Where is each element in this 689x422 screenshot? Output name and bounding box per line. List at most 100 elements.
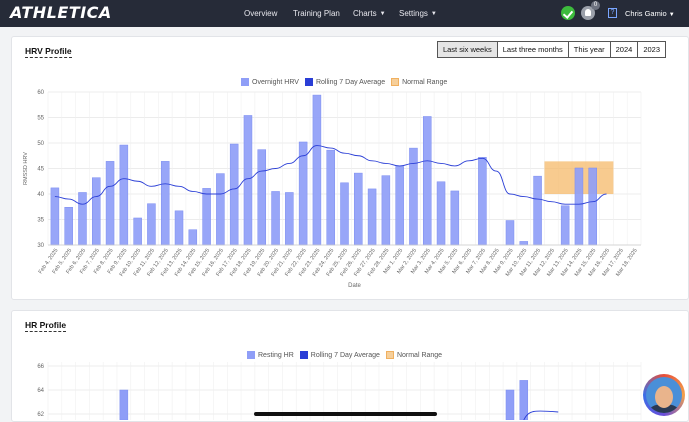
legend-item-overnight-hrv[interactable]: Overnight HRV	[241, 78, 299, 86]
legend-label: Normal Range	[402, 78, 448, 86]
legend-item-normal-range[interactable]: Normal Range	[391, 78, 447, 86]
hrv-bar	[367, 188, 377, 246]
legend-label: Rolling 7 Day Average	[310, 351, 380, 359]
range-button-last-six-weeks[interactable]: Last six weeks	[436, 41, 498, 58]
chevron-down-icon: ▼	[379, 10, 386, 17]
help-icon[interactable]: ?	[608, 8, 617, 18]
hrv-bar	[216, 173, 225, 246]
hrv-bar	[450, 190, 460, 246]
y-tick-label: 60	[37, 90, 44, 96]
user-menu[interactable]: Chris Gamio ▼	[625, 9, 675, 18]
x-axis-label: Date	[348, 283, 361, 289]
user-name: Chris Gamio	[625, 9, 667, 18]
floating-avatar[interactable]	[643, 374, 685, 416]
hrv-bar	[119, 144, 129, 246]
notification-count-badge: 0	[591, 1, 600, 10]
hrv-bar	[105, 161, 115, 246]
nav-overview[interactable]: Overview	[244, 0, 277, 27]
legend-item-rolling-average[interactable]: Rolling 7 Day Average	[304, 78, 386, 86]
hrv-bar	[533, 175, 542, 246]
y-tick-label: 62	[37, 412, 44, 418]
notification-bell-icon[interactable]	[581, 6, 595, 20]
legend-item-hr-rolling-average[interactable]: Rolling 7 Day Average	[299, 351, 380, 359]
hrv-bar	[505, 220, 515, 246]
nav-settings-label: Settings	[399, 9, 428, 18]
hrv-bar	[243, 115, 253, 246]
hrv-bar	[229, 143, 239, 246]
resting-hr-bar	[505, 389, 515, 420]
y-tick-label: 55	[37, 116, 44, 122]
chevron-down-icon: ▼	[668, 12, 675, 18]
nav-training-plan-label: Training Plan	[293, 9, 340, 18]
legend-item-resting-hr[interactable]: Resting HR	[247, 351, 294, 359]
hrv-bar	[133, 217, 142, 246]
hrv-bar	[92, 177, 101, 246]
y-tick-label: 45	[37, 167, 44, 173]
avatar-face-shape	[655, 386, 673, 408]
range-button-this-year[interactable]: This year	[567, 41, 611, 58]
nav-charts-label: Charts	[353, 9, 377, 18]
home-indicator	[254, 412, 437, 416]
legend-swatch	[247, 351, 255, 359]
hrv-bar	[202, 188, 211, 246]
legend-swatch	[299, 351, 308, 359]
hrv-bar	[354, 172, 363, 246]
chevron-down-icon: ▼	[430, 10, 437, 17]
hrv-bar	[519, 241, 529, 246]
avatar-body-shape	[649, 404, 679, 413]
range-button-2023[interactable]: 2023	[637, 41, 666, 58]
rolling-average-line	[54, 145, 607, 205]
hrv-bar	[326, 149, 335, 246]
nav-settings-dropdown[interactable]: Settings ▼	[399, 0, 437, 27]
range-button-group: Last six weeks Last three months This ye…	[436, 41, 666, 58]
y-tick-label: 30	[37, 243, 44, 249]
hr-chart: 62 64 66	[37, 362, 642, 420]
hrv-chart-legend: Overnight HRV Rolling 7 Day Average Norm…	[241, 78, 453, 86]
sync-check-icon[interactable]	[561, 6, 575, 20]
y-axis-label: RMSSD HRV	[23, 152, 29, 185]
hrv-bar	[271, 191, 280, 246]
hrv-bar	[312, 94, 322, 246]
hrv-bar	[381, 175, 391, 246]
hrv-bar	[574, 167, 584, 246]
hr-card-title: HR Profile	[25, 320, 67, 332]
legend-label: Rolling 7 Day Average	[315, 78, 386, 86]
hrv-bar	[257, 149, 267, 246]
hrv-bar	[560, 205, 570, 246]
nav-overview-label: Overview	[244, 9, 278, 18]
hrv-bar	[340, 182, 349, 246]
y-tick-label: 66	[37, 364, 44, 370]
range-button-2024[interactable]: 2024	[609, 41, 639, 58]
avatar-image	[646, 377, 682, 413]
hr-chart-legend: Resting HR Rolling 7 Day Average Normal …	[247, 351, 448, 359]
athletica-logo[interactable]: ATHLETICA	[10, 3, 112, 22]
legend-label: Resting HR	[258, 351, 294, 359]
hrv-bar	[147, 203, 156, 246]
hrv-bar	[478, 157, 487, 246]
legend-swatch	[304, 78, 313, 86]
nav-charts-dropdown[interactable]: Charts ▼	[353, 0, 386, 27]
y-tick-label: 40	[37, 192, 44, 198]
hrv-bar	[409, 147, 418, 246]
resting-hr-bar	[119, 389, 129, 420]
resting-hr-bar	[519, 380, 529, 420]
hrv-bar	[188, 229, 198, 246]
nav-training-plan[interactable]: Training Plan	[293, 0, 340, 27]
hr-rolling-average-line	[523, 410, 559, 420]
hrv-bar	[298, 141, 308, 246]
top-navbar: ATHLETICA Overview Training Plan Charts ▼…	[0, 0, 689, 27]
hrv-bar	[64, 207, 73, 246]
hrv-bar	[395, 166, 404, 246]
y-tick-label: 35	[37, 218, 44, 224]
range-button-last-three-months[interactable]: Last three months	[496, 41, 569, 58]
hrv-bar	[160, 161, 170, 246]
legend-swatch	[385, 351, 394, 359]
hrv-card-title: HRV Profile	[25, 46, 72, 58]
legend-label: Normal Range	[396, 351, 443, 359]
hrv-bar	[78, 192, 87, 246]
hrv-bar	[588, 167, 597, 246]
legend-item-hr-normal-range[interactable]: Normal Range	[385, 351, 443, 359]
hrv-bar	[174, 210, 184, 246]
hrv-bar	[436, 181, 446, 246]
